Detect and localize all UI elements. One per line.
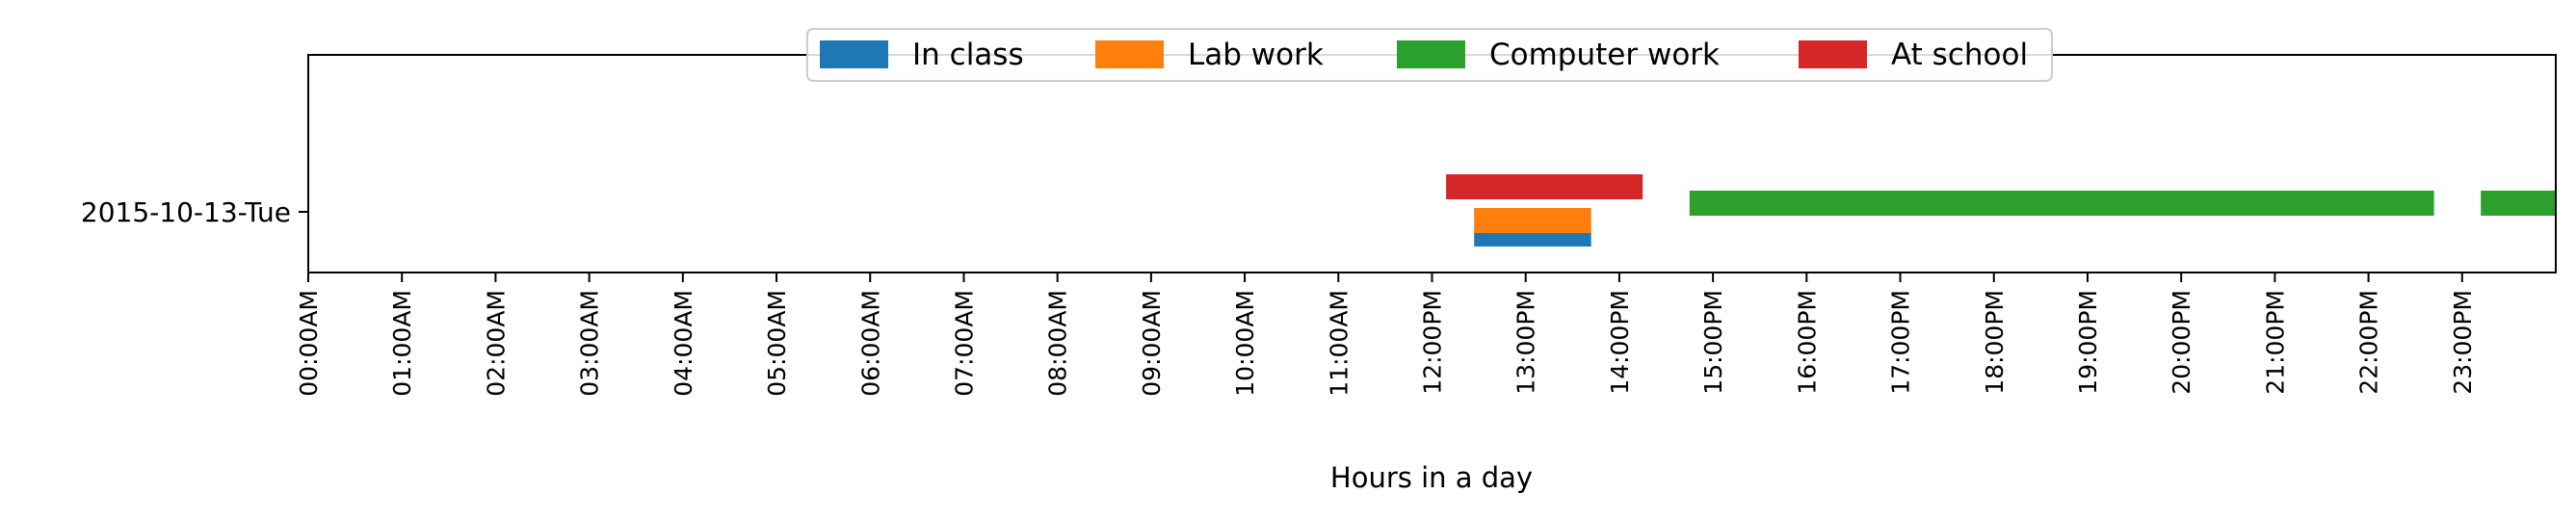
x-tick-label: 08:00AM [1044, 290, 1072, 397]
legend-swatch-lab-work [1095, 40, 1164, 68]
legend-label: In class [912, 38, 1024, 72]
bar-in-class-0 [1474, 231, 1591, 247]
legend-swatch-at-school [1799, 40, 1867, 68]
legend-label: Lab work [1188, 38, 1324, 72]
x-tick-label: 22:00PM [2355, 290, 2383, 395]
y-axis: 2015-10-13-Tue [81, 196, 308, 228]
x-tick-label: 11:00AM [1325, 290, 1353, 397]
bar-computer-work-1 [2481, 191, 2556, 216]
x-tick-label: 17:00PM [1887, 290, 1915, 395]
x-tick-label: 12:00PM [1419, 290, 1447, 395]
x-tick-label: 13:00PM [1512, 290, 1540, 395]
x-tick-label: 09:00AM [1138, 290, 1166, 397]
legend-label: Computer work [1489, 38, 1720, 72]
x-tick-label: 00:00AM [295, 290, 323, 397]
x-tick-label: 04:00AM [670, 290, 697, 397]
x-tick-label: 10:00AM [1231, 290, 1259, 397]
x-tick-label: 05:00AM [763, 290, 791, 397]
x-tick-label: 16:00PM [1793, 290, 1821, 395]
bar-computer-work-0 [1689, 191, 2434, 216]
x-tick-label: 23:00PM [2449, 290, 2477, 395]
x-axis-label: Hours in a day [1330, 461, 1533, 494]
legend-swatch-computer-work [1397, 40, 1465, 68]
legend-label: At school [1891, 38, 2028, 72]
y-category-label: 2015-10-13-Tue [81, 196, 291, 228]
x-tick-label: 01:00AM [388, 290, 416, 397]
x-tick-label: 18:00PM [1981, 290, 2009, 395]
x-tick-label: 20:00PM [2168, 290, 2195, 395]
x-axis: 00:00AM 01:00AM 02:00AM 03:00AM 04:00AM 05:00… [295, 273, 2477, 397]
bars-layer [1446, 174, 2556, 247]
x-tick-label: 07:00AM [950, 290, 978, 397]
x-tick-label: 21:00PM [2261, 290, 2289, 395]
x-tick-label: 06:00AM [856, 290, 884, 397]
x-tick-label: 03:00AM [576, 290, 604, 397]
bar-at-school-0 [1446, 174, 1643, 199]
x-tick-label: 14:00PM [1606, 290, 1634, 395]
x-tick-label: 02:00AM [482, 290, 510, 397]
plot-background [308, 55, 2556, 273]
bar-lab-work-0 [1474, 208, 1591, 233]
x-tick-label: 15:00PM [1699, 290, 1727, 395]
x-tick-label: 19:00PM [2074, 290, 2102, 395]
legend-swatch-in-class [820, 40, 888, 68]
legend: In class Lab work Computer work At school [806, 28, 2053, 82]
